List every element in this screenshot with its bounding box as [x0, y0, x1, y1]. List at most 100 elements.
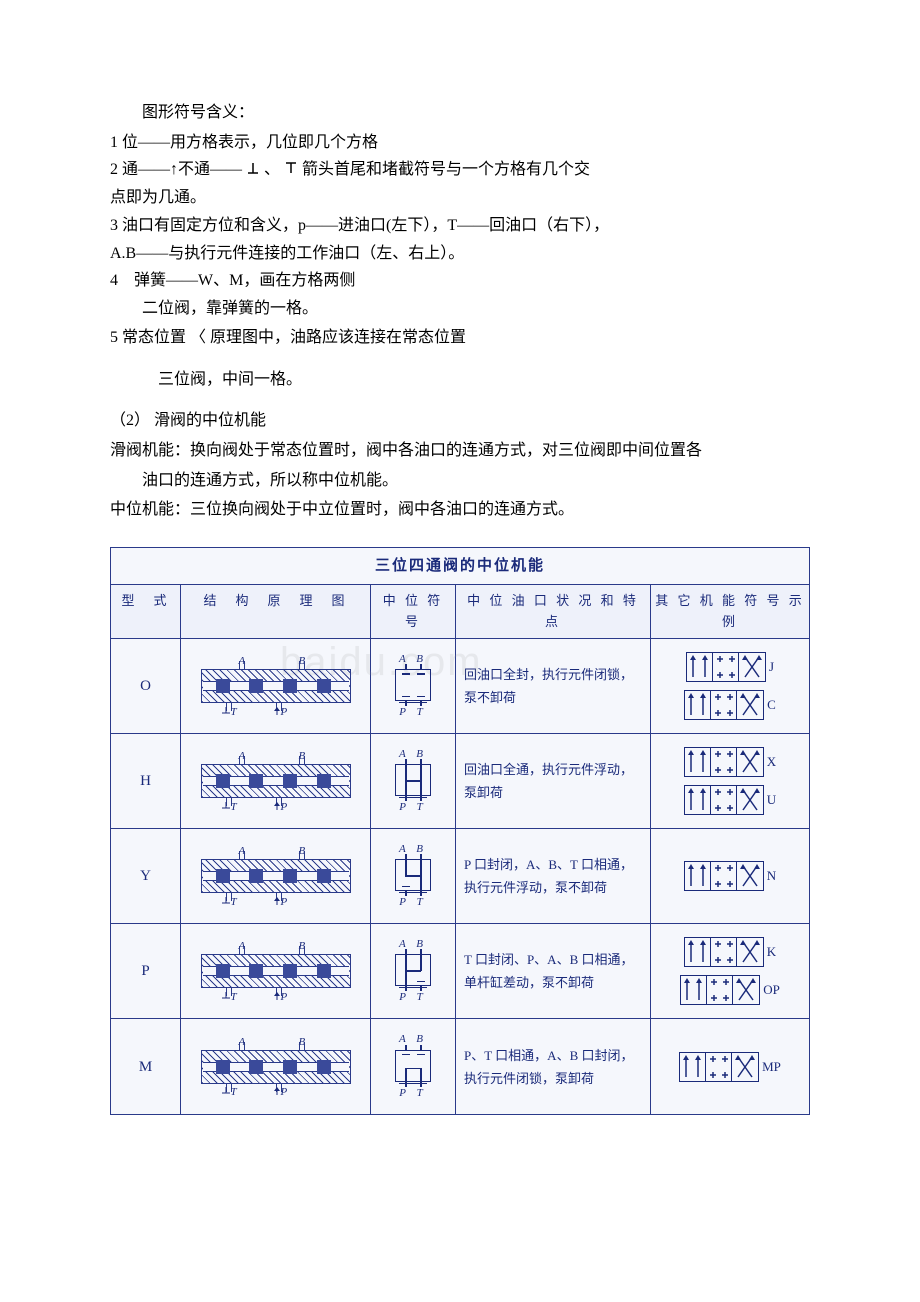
cell-struct: A B T P [181, 1019, 371, 1114]
intro-heading: 图形符号含义： [110, 100, 810, 126]
cell-symbol: A B P T [371, 1019, 456, 1114]
pos-center [711, 748, 737, 776]
intro-item2d: 点即为几通。 [110, 185, 810, 211]
port-label-p: P [273, 799, 288, 817]
cell-desc: T 口封闭、P、A、B 口相通，单杆缸差动，泵不卸荷 [456, 924, 651, 1018]
other-symbol-label: MP [762, 1057, 781, 1078]
pos-left [685, 862, 711, 890]
sym-bot-label: P T [399, 797, 426, 817]
pos-right [737, 691, 763, 719]
pos-left [681, 976, 707, 1004]
other-symbol: K [684, 937, 776, 967]
item2-part-a: 2 通——↑不通—— [110, 161, 242, 178]
sym-top-label: A B [399, 651, 427, 669]
cell-type: P [111, 924, 181, 1018]
perp-down-icon [284, 158, 298, 184]
th-struct: 结 构 原 理 图 [181, 585, 371, 639]
pos-right [737, 786, 763, 814]
table-row: O A B T P A B P T 回油口全封，执行元件闭锁，泵不卸荷 [111, 639, 809, 734]
center-symbol: A B P T [395, 1031, 431, 1102]
cell-other: N [651, 829, 809, 923]
center-symbol: A B P T [395, 936, 431, 1007]
sym-bot-label: P T [399, 1083, 426, 1103]
table-header-row: 型 式 结 构 原 理 图 中 位 符 号 中 位 油 口 状 况 和 特 点 … [111, 585, 809, 640]
three-position-diagram [680, 975, 760, 1005]
cell-type: O [111, 639, 181, 733]
symbol-box [395, 954, 431, 986]
pos-center [706, 1053, 732, 1081]
port-label-p: P [273, 704, 288, 722]
intro-item5b: 三位阀，中间一格。 [110, 367, 810, 393]
pos-right [737, 748, 763, 776]
table-row: P A B T P A B P T T 口封闭、P、A、B 口相通，单杆缸差动，… [111, 924, 809, 1019]
intro-item5: 5 常态位置 〈 原理图中，油路应该连接在常态位置 [110, 325, 810, 351]
section2-line1b: 油口的连通方式，所以称中位机能。 [110, 468, 810, 494]
three-position-diagram [684, 861, 764, 891]
table-row: M A B T P A B P T P、T 口相通，A、B 口封闭，执行元件闭锁… [111, 1019, 809, 1114]
cell-desc: 回油口全通，执行元件浮动，泵卸荷 [456, 734, 651, 828]
other-symbol: OP [680, 975, 780, 1005]
pos-center [711, 786, 737, 814]
cell-symbol: A B P T [371, 829, 456, 923]
structural-diagram: A B T P [191, 746, 361, 816]
cell-symbol: A B P T [371, 639, 456, 733]
sym-bot-label: P T [399, 702, 426, 722]
pos-center [713, 653, 739, 681]
other-symbol-label: K [767, 942, 776, 963]
other-symbol-label: X [767, 752, 776, 773]
cell-other: J C [651, 639, 809, 733]
cell-type: H [111, 734, 181, 828]
other-symbol: X [684, 747, 776, 777]
table-row: H A B T P A B P T 回油口全通，执行元件浮动，泵卸荷 [111, 734, 809, 829]
structural-diagram: A B T P [191, 1032, 361, 1102]
cell-desc: P 口封闭，A、B、T 口相通，执行元件浮动，泵不卸荷 [456, 829, 651, 923]
symbol-box [395, 1050, 431, 1082]
th-symbol: 中 位 符 号 [371, 585, 456, 639]
symbol-box [395, 859, 431, 891]
cell-symbol: A B P T [371, 734, 456, 828]
cell-other: K OP [651, 924, 809, 1018]
intro-item3b: A.B——与执行元件连接的工作油口（左、右上）。 [110, 241, 810, 267]
pos-left [685, 691, 711, 719]
sym-bot-label: P T [399, 892, 426, 912]
other-symbol-label: OP [763, 980, 780, 1001]
sym-top-label: A B [399, 1031, 427, 1049]
other-symbol-label: N [767, 866, 776, 887]
intro-item4: 4 弹簧——W、M，画在方格两侧 [110, 268, 810, 294]
cell-struct: A B T P [181, 734, 371, 828]
pos-right [739, 653, 765, 681]
three-position-diagram [684, 690, 764, 720]
item2-part-b: 、 [264, 161, 280, 178]
sym-top-label: A B [399, 746, 427, 764]
three-position-diagram [679, 1052, 759, 1082]
pos-center [711, 862, 737, 890]
other-symbol-label: U [767, 790, 776, 811]
pos-left [685, 748, 711, 776]
cell-struct: A B T P [181, 829, 371, 923]
other-symbol-label: C [767, 695, 776, 716]
section2-line2: 中位机能：三位换向阀处于中立位置时，阀中各油口的连通方式。 [110, 497, 810, 523]
table-row: Y A B T P A B P T P 口封闭，A、B、T 口相通，执行元件浮动… [111, 829, 809, 924]
other-symbol: J [686, 652, 774, 682]
symbol-box [395, 764, 431, 796]
sym-top-label: A B [399, 841, 427, 859]
th-type: 型 式 [111, 585, 181, 639]
pos-right [733, 976, 759, 1004]
other-symbol-label: J [769, 657, 774, 678]
intro-item1: 1 位——用方格表示，几位即几个方格 [110, 130, 810, 156]
cell-type: M [111, 1019, 181, 1114]
other-symbol: MP [679, 1052, 781, 1082]
cell-type: Y [111, 829, 181, 923]
structural-diagram: A B T P [191, 936, 361, 1006]
structural-diagram: A B T P [191, 841, 361, 911]
symbol-box [395, 669, 431, 701]
intro-item4b: 二位阀，靠弹簧的一格。 [110, 296, 810, 322]
three-position-diagram [684, 747, 764, 777]
port-label-p: P [273, 1084, 288, 1102]
pos-left [680, 1053, 706, 1081]
cell-desc: P、T 口相通，A、B 口封闭，执行元件闭锁，泵卸荷 [456, 1019, 651, 1114]
pos-left [685, 938, 711, 966]
cell-desc: 回油口全封，执行元件闭锁，泵不卸荷 [456, 639, 651, 733]
pos-right [737, 938, 763, 966]
pos-center [707, 976, 733, 1004]
